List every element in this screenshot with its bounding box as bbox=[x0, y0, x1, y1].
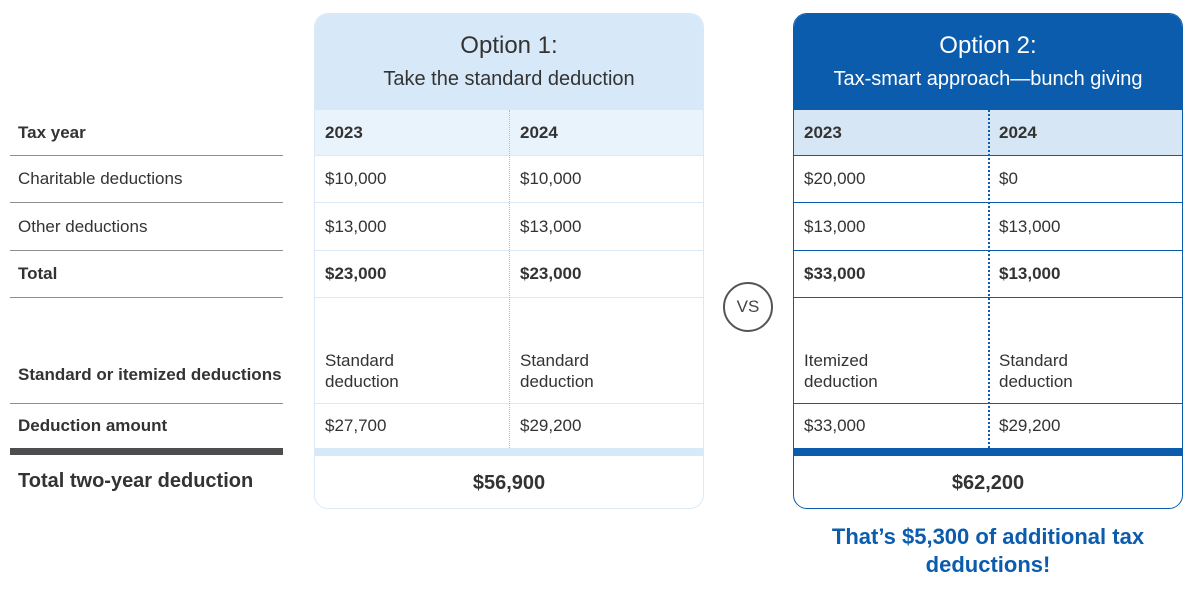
option1-other-2: $13,000 bbox=[520, 216, 582, 236]
option2-other-1: $13,000 bbox=[804, 216, 866, 236]
option2-charitable-2: $0 bbox=[999, 169, 1018, 188]
option2-title: Option 2: bbox=[939, 32, 1037, 59]
option1-subtitle: Take the standard deduction bbox=[383, 68, 635, 90]
option1-total-2: $23,000 bbox=[520, 264, 582, 283]
option2-card: Option 2: Tax-smart approach—bunch givin… bbox=[793, 13, 1183, 509]
option2-header: Option 2: Tax-smart approach—bunch givin… bbox=[794, 14, 1182, 110]
option1-type-1: Standard deduction bbox=[325, 350, 399, 391]
option1-card: Option 1: Take the standard deduction 20… bbox=[314, 13, 704, 509]
option1-type-2: Standard deduction bbox=[520, 350, 594, 391]
option2-charitable-1: $20,000 bbox=[804, 169, 866, 188]
option2-year-2: 2024 bbox=[999, 122, 1037, 142]
option1-other-1: $13,000 bbox=[325, 216, 387, 236]
label-standard-or-itemized: Standard or itemized deductions bbox=[10, 338, 283, 404]
option1-total-1: $23,000 bbox=[325, 264, 387, 283]
option1-charitable-row: $10,000 $10,000 bbox=[315, 156, 703, 203]
option1-charitable-2: $10,000 bbox=[520, 169, 582, 188]
option2-subtitle: Tax-smart approach—bunch giving bbox=[833, 68, 1143, 90]
option1-amount-1: $27,700 bbox=[325, 416, 387, 435]
vs-badge: VS bbox=[723, 282, 773, 332]
divider-bar bbox=[10, 448, 283, 455]
option1-two-year-total: $56,900 bbox=[472, 471, 546, 494]
option1-amount-row: $27,700 $29,200 bbox=[315, 404, 703, 448]
option1-other-row: $13,000 $13,000 bbox=[315, 203, 703, 251]
option1-column-divider bbox=[509, 110, 510, 448]
option1-year-1: 2023 bbox=[325, 122, 363, 142]
option2-total-1: $33,000 bbox=[804, 264, 866, 283]
option2-other-2: $13,000 bbox=[999, 216, 1061, 236]
option2-column-divider bbox=[988, 110, 990, 448]
option1-band bbox=[315, 448, 703, 456]
option2-amount-1: $33,000 bbox=[804, 416, 866, 435]
option1-total-row: $23,000 $23,000 bbox=[315, 251, 703, 298]
option2-amount-2: $29,200 bbox=[999, 416, 1061, 435]
label-tax-year: Tax year bbox=[10, 110, 283, 156]
label-total: Total bbox=[10, 251, 283, 298]
option2-type-2: Standard deduction bbox=[999, 350, 1073, 391]
option1-year-2: 2024 bbox=[520, 122, 558, 142]
option2-other-row: $13,000 $13,000 bbox=[794, 203, 1182, 251]
label-deduction-amount: Deduction amount bbox=[18, 416, 168, 435]
additional-deductions-callout: That’s $5,300 of additional tax deductio… bbox=[831, 524, 1145, 577]
option2-total-2: $13,000 bbox=[999, 264, 1061, 283]
option1-amount-2: $29,200 bbox=[520, 416, 582, 435]
option2-year-1: 2023 bbox=[804, 122, 842, 142]
label-charitable-deductions: Charitable deductions bbox=[10, 156, 283, 203]
option2-band bbox=[794, 448, 1182, 456]
option1-header: Option 1: Take the standard deduction bbox=[315, 14, 703, 110]
label-two-year-total: Total two-year deduction bbox=[18, 470, 254, 492]
label-other-deductions: Other deductions bbox=[10, 203, 283, 251]
option1-title: Option 1: bbox=[460, 32, 558, 59]
option2-two-year-total: $62,200 bbox=[951, 471, 1025, 494]
option2-type-1: Itemized deduction bbox=[804, 350, 878, 391]
option1-charitable-1: $10,000 bbox=[325, 169, 387, 188]
option2-amount-row: $33,000 $29,200 bbox=[794, 404, 1182, 448]
